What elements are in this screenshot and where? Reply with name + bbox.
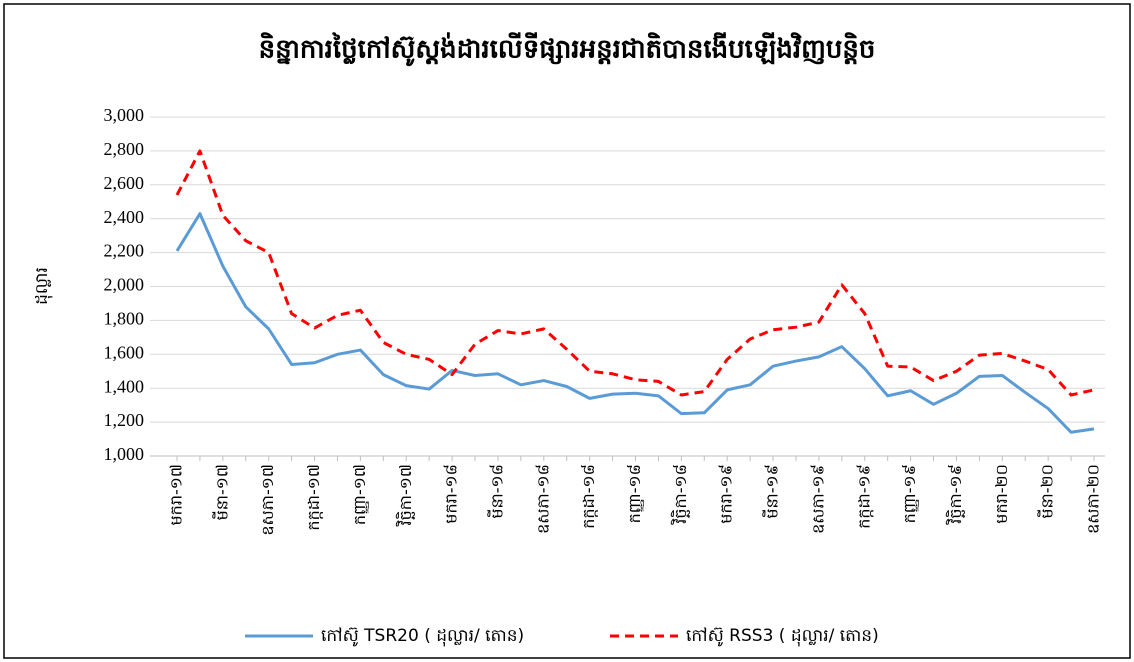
y-tick-label: 2,200 [104,241,145,261]
legend-label: កៅស៊ូ TSR20 ( ដុល្លារ/ តោន) [321,626,524,647]
x-tick-label: កក្កដា-១៩ [854,464,873,529]
x-tick-label: កក្កដា-១៧ [304,464,323,531]
y-tick-label: 1,000 [104,444,145,464]
x-tick-label: មីនា-១៧ [211,464,231,520]
y-tick-label: 2,800 [104,139,145,159]
y-tick-label: 1,600 [104,342,145,362]
frame [3,3,1131,659]
x-tick-label: កក្កដា-១៨ [579,464,598,529]
x-tick-label: មីនា-២០ [1037,464,1057,519]
y-tick-label: 3,000 [104,105,145,125]
y-tick-label: 2,600 [104,173,145,193]
x-tick-label: ឧសភា-១៧ [258,464,277,536]
y-tick-label: 2,400 [104,207,145,227]
x-tick-label: មករា-១៩ [717,464,736,524]
x-tick-label: កញ្ញា-១៧ [350,464,369,525]
x-tick-label: វិច្ឆិកា-១៧ [395,464,415,527]
y-tick-label: 1,400 [104,376,145,396]
x-tick-label: ឧសភា-២០ [1084,464,1103,534]
y-tick-label: 1,800 [104,309,145,329]
legend-label: កៅស៊ូ RSS3 ( ដុល្លារ/ តោន) [686,626,879,647]
y-axis-label: ដុល្លារ [32,267,53,305]
x-tick-label: មីនា-១៨ [486,464,506,519]
x-tick-label: ឧសភា-១៨ [533,464,552,534]
series-line [175,149,1095,397]
x-tick-label: វិច្ឆិកា-១៨ [670,464,690,526]
x-tick-label: មករា-១៨ [442,464,461,524]
series-line [175,212,1095,434]
x-tick-label: ឧសភា-១៩ [808,464,827,534]
x-tick-label: មករា-២០ [992,464,1011,524]
x-tick-label: កញ្ញា-១៨ [625,464,644,523]
y-tick-label: 1,200 [104,410,145,430]
x-tick-label: មីនា-១៩ [762,464,782,519]
x-tick-label: កញ្ញា-១៩ [900,464,919,523]
y-tick-label: 2,000 [104,275,145,295]
x-tick-label: វិច្ឆិកា-១៩ [945,464,965,526]
chart-title: និន្នាការថ្លៃកៅស៊ូស្តង់ដារលើទីផ្សារអន្តរ… [259,32,876,67]
x-tick-label: មករា-១៧ [167,464,186,525]
